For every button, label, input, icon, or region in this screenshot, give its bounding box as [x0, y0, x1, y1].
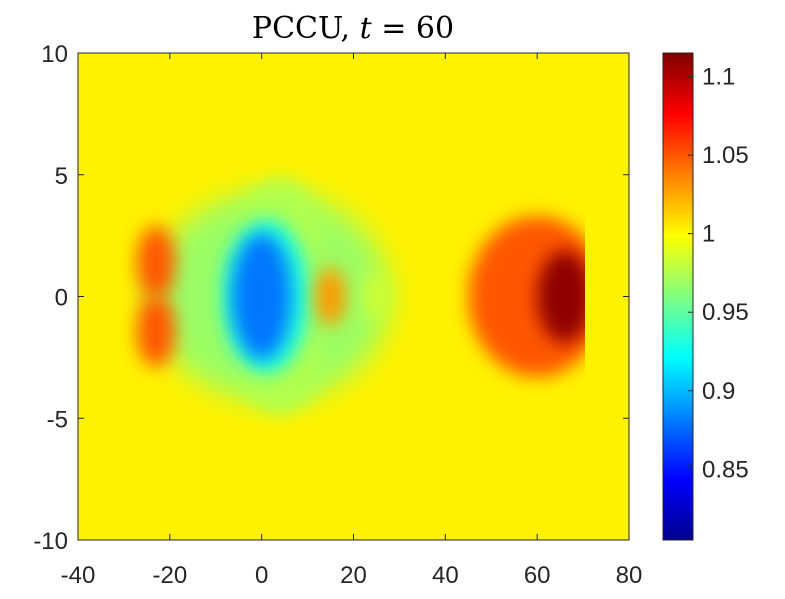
x-tick-label: 0 [255, 562, 268, 589]
x-tick-label: 80 [616, 562, 643, 589]
x-tick-label: -20 [152, 562, 187, 589]
colorbar-tick-label: 0.9 [702, 378, 735, 405]
heatmap-features [136, 179, 585, 414]
colorbar-tick-label: 1 [702, 221, 715, 248]
y-tick-label: 5 [55, 163, 68, 190]
y-tick-label: -5 [47, 406, 68, 433]
colorbar [662, 52, 694, 541]
y-axis: 10 5 0 -5 -10 [33, 41, 629, 555]
colorbar-tick-label: 1.05 [702, 142, 749, 169]
feature-4 [364, 272, 389, 321]
chart-title: PCCU, t = 60 [252, 11, 454, 46]
front-peak [537, 250, 585, 343]
x-tick-label: -40 [61, 562, 96, 589]
colorbar-axis: 1.1 1.05 1 0.95 0.9 0.85 [688, 64, 749, 483]
front-feature [468, 216, 585, 377]
y-tick-label: -10 [33, 528, 68, 555]
x-tick-label: 40 [432, 562, 459, 589]
feature-1 [136, 294, 176, 368]
feature-3 [315, 267, 346, 326]
x-axis: -40 -20 0 20 40 60 80 [61, 53, 643, 589]
feature-2 [231, 233, 292, 360]
y-tick-label: 10 [41, 41, 68, 68]
y-tick-label: 0 [55, 285, 68, 312]
feature-0 [136, 225, 176, 299]
plot-area [78, 53, 629, 540]
colorbar-tick-label: 0.95 [702, 299, 749, 326]
colorbar-tick-label: 1.1 [702, 64, 735, 91]
colorbar-tick-label: 0.85 [702, 456, 749, 483]
x-tick-label: 60 [524, 562, 551, 589]
x-tick-label: 20 [340, 562, 367, 589]
